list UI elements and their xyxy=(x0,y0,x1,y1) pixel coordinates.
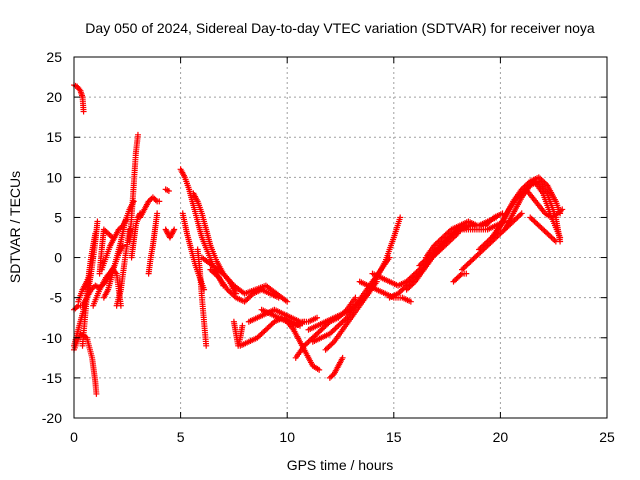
data-series-arc-u xyxy=(194,246,210,349)
x-tick-label: 5 xyxy=(177,429,185,445)
y-tick-label: 5 xyxy=(54,209,62,225)
data-point xyxy=(314,314,321,321)
data-series-arc-ag xyxy=(322,214,404,353)
y-tick-label: 25 xyxy=(46,49,62,65)
y-axis-label: SDTVAR / TECUs xyxy=(7,171,23,283)
data-point xyxy=(171,226,178,233)
data-point xyxy=(109,234,116,241)
data-series-arc-m xyxy=(126,131,141,245)
data-series-arc-z xyxy=(237,314,303,349)
data-point xyxy=(134,131,141,138)
y-tick-label: -20 xyxy=(42,410,62,426)
x-tick-label: 15 xyxy=(386,429,402,445)
data-series-arc-ah xyxy=(326,354,346,381)
data-point xyxy=(130,198,137,205)
data-point xyxy=(518,210,525,217)
data-point xyxy=(126,226,133,233)
x-axis-label: GPS time / hours xyxy=(287,457,394,473)
x-tick-label: 10 xyxy=(279,429,295,445)
ticks-layer: 0 5 10 15 20 25 -20 -15 -10 -5 0 5 10 15 20 25 xyxy=(42,49,615,445)
y-tick-label: -10 xyxy=(42,330,62,346)
x-tick-label: 0 xyxy=(70,429,78,445)
data-point xyxy=(93,390,100,397)
data-series-arc-ac xyxy=(284,318,323,373)
data-point xyxy=(92,230,99,237)
data-point xyxy=(463,270,470,277)
chart-title: Day 050 of 2024, Sidereal Day-to-day VTE… xyxy=(85,20,595,36)
data-series-arc-i xyxy=(96,226,116,277)
data-point xyxy=(170,227,177,234)
data-series-arc-f xyxy=(79,230,99,349)
data-series-arc-q xyxy=(162,186,172,194)
data-point xyxy=(397,214,404,221)
data-point xyxy=(156,198,163,205)
y-tick-label: 0 xyxy=(54,250,62,266)
y-tick-label: 15 xyxy=(46,129,62,145)
data-point xyxy=(316,366,323,373)
data-series-arc-l xyxy=(113,226,133,309)
data-point xyxy=(407,298,414,305)
grid-layer xyxy=(74,57,607,418)
data-point xyxy=(80,108,87,115)
data-point xyxy=(94,218,101,225)
data-series-arc-o xyxy=(137,194,163,221)
data-series-arc-x xyxy=(207,266,282,305)
data-point xyxy=(203,342,210,349)
data-point xyxy=(284,298,291,305)
data-point xyxy=(239,322,246,329)
data-point xyxy=(301,318,308,325)
x-tick-label: 20 xyxy=(493,429,509,445)
data-point xyxy=(154,210,161,217)
data-point xyxy=(339,354,346,361)
x-tick-label: 25 xyxy=(599,429,615,445)
plot-frame xyxy=(73,56,608,419)
y-tick-label: -15 xyxy=(42,370,62,386)
data-series-arc-au xyxy=(527,214,559,245)
data-series-arc-k xyxy=(100,198,137,301)
y-tick-label: 10 xyxy=(46,169,62,185)
data-series-arc-ad xyxy=(292,294,359,361)
marks-layer xyxy=(71,82,566,397)
data-point xyxy=(352,294,359,301)
y-tick-label: 20 xyxy=(46,89,62,105)
data-series-arc-p xyxy=(145,210,161,277)
data-series-arc-a xyxy=(71,82,87,115)
data-series-arc-av xyxy=(522,186,566,221)
data-series-arc-ap xyxy=(450,270,470,285)
data-series-arc-y xyxy=(230,318,246,349)
data-point xyxy=(559,206,566,213)
data-point xyxy=(275,294,282,301)
data-point xyxy=(165,187,172,194)
data-series-arc-aa xyxy=(245,306,321,325)
y-tick-label: -5 xyxy=(50,290,63,306)
data-series-arc-r xyxy=(162,226,178,241)
data-point xyxy=(552,238,559,245)
